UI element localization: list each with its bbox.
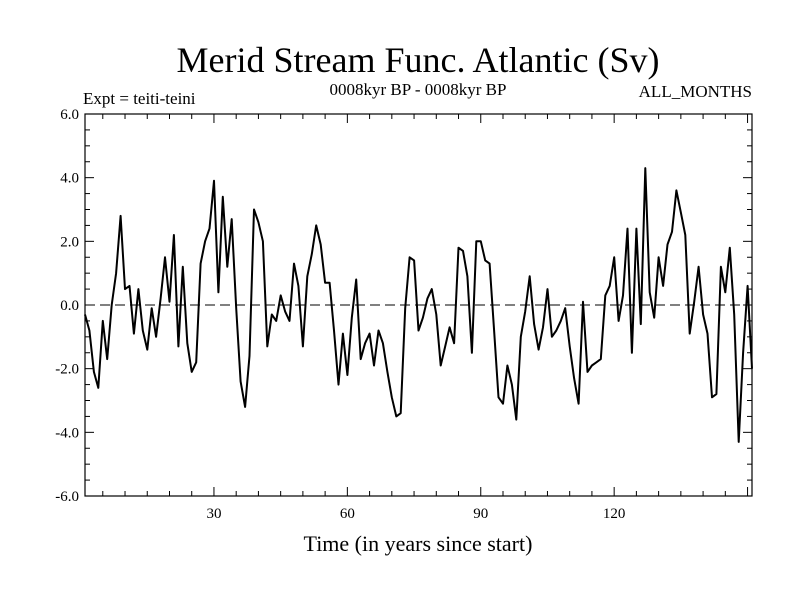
y-tick-label: 6.0	[60, 107, 79, 123]
x-tick-label: 120	[603, 506, 626, 522]
period-label: 0008kyr BP - 0008kyr BP	[330, 80, 507, 99]
x-tick-label: 60	[340, 506, 355, 522]
series-line	[84, 167, 753, 443]
plot-area: -6.0 -4.0 -2.0 0.0 2.0 4.0 6.0 30 60 90 120	[55, 107, 753, 522]
x-axis-label: Time (in years since start)	[304, 531, 533, 556]
y-tick-label: -4.0	[55, 425, 79, 441]
y-tick-label: -6.0	[55, 489, 79, 505]
y-tick-label: 4.0	[60, 171, 79, 187]
experiment-label: Expt = teiti-teini	[83, 89, 196, 108]
months-label: ALL_MONTHS	[639, 82, 752, 101]
chart-title: Merid Stream Func. Atlantic (Sv)	[177, 40, 660, 80]
x-tick-label: 90	[473, 506, 488, 522]
y-tick-label: -2.0	[55, 362, 79, 378]
y-tick-label: 2.0	[60, 234, 79, 250]
y-tick-label: 0.0	[60, 298, 79, 314]
x-tick-label: 30	[206, 506, 221, 522]
